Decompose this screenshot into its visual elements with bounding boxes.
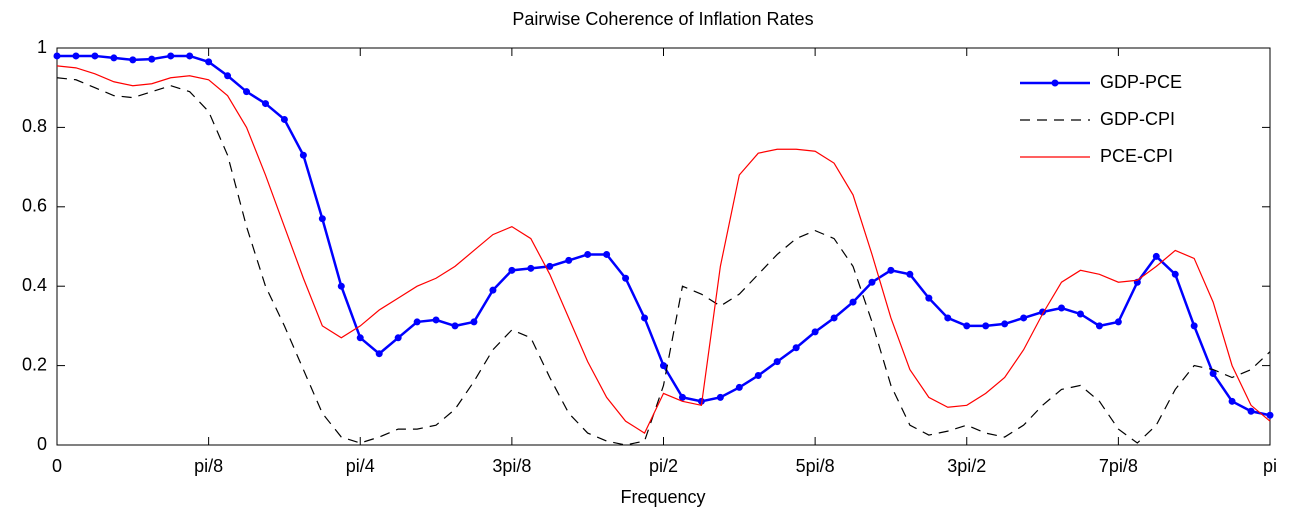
series-marker	[470, 318, 478, 326]
series-marker	[243, 88, 251, 96]
x-tick-label: 3pi/8	[492, 456, 531, 476]
series-marker	[1247, 407, 1255, 415]
series-marker	[91, 52, 99, 60]
series-marker	[1001, 320, 1009, 328]
series-marker	[811, 328, 819, 336]
legend-box	[1010, 60, 1250, 185]
series-marker	[432, 316, 440, 324]
series-marker	[508, 266, 516, 274]
series-marker	[148, 55, 156, 63]
x-tick-label: 5pi/8	[796, 456, 835, 476]
series-marker	[375, 350, 383, 358]
series-marker	[716, 393, 724, 401]
series-marker	[356, 334, 364, 342]
y-tick-label: 0.6	[22, 196, 47, 216]
series-marker	[1190, 322, 1198, 330]
series-marker	[603, 250, 611, 258]
x-tick-label: pi/2	[649, 456, 678, 476]
series-marker	[129, 56, 137, 64]
x-tick-label: 3pi/2	[947, 456, 986, 476]
y-tick-label: 0.2	[22, 354, 47, 374]
series-marker	[1209, 370, 1217, 378]
series-marker	[849, 298, 857, 306]
y-tick-label: 0	[37, 434, 47, 454]
series-marker	[565, 256, 573, 264]
series-marker	[527, 264, 535, 272]
legend-marker	[1051, 79, 1059, 87]
series-line	[56, 77, 1271, 446]
series-marker	[792, 344, 800, 352]
series-marker	[584, 250, 592, 258]
series-marker	[925, 294, 933, 302]
x-tick-label: pi/8	[194, 456, 223, 476]
series-marker	[413, 318, 421, 326]
series-marker	[337, 282, 345, 290]
series-marker	[754, 372, 762, 380]
series-marker	[660, 362, 667, 370]
series-marker	[773, 358, 781, 366]
series-marker	[280, 115, 288, 123]
series-marker	[1171, 270, 1179, 278]
series-marker	[830, 314, 838, 322]
x-axis-label: Frequency	[620, 487, 705, 507]
series-marker	[205, 58, 213, 66]
series-marker	[1095, 322, 1103, 330]
x-tick-label: 0	[52, 456, 62, 476]
series-marker	[318, 215, 326, 223]
series-marker	[982, 322, 990, 330]
series-marker	[224, 72, 232, 80]
series-marker	[299, 151, 307, 159]
legend-label: GDP-CPI	[1100, 109, 1175, 129]
series-marker	[678, 393, 686, 401]
series-marker	[887, 266, 895, 274]
series-marker	[167, 52, 175, 60]
y-tick-label: 0.4	[22, 275, 47, 295]
chart-title: Pairwise Coherence of Inflation Rates	[512, 9, 813, 29]
series-marker	[1076, 310, 1084, 318]
y-tick-label: 0.8	[22, 116, 47, 136]
series-line	[56, 65, 1271, 434]
series-marker	[1266, 411, 1274, 419]
series-marker	[53, 52, 61, 60]
x-tick-label: 7pi/8	[1099, 456, 1138, 476]
x-tick-label: pi	[1263, 456, 1277, 476]
series-marker	[963, 322, 971, 330]
series-marker	[868, 278, 876, 286]
y-tick-label: 1	[37, 37, 47, 57]
series-marker	[641, 314, 649, 322]
legend-label: GDP-PCE	[1100, 72, 1182, 92]
series-marker	[489, 286, 497, 294]
series-marker	[1114, 318, 1122, 326]
legend-label: PCE-CPI	[1100, 146, 1173, 166]
series-marker	[110, 54, 118, 62]
series-marker	[72, 52, 80, 60]
series-marker	[546, 262, 554, 270]
series-marker	[1152, 252, 1160, 260]
x-tick-label: pi/4	[346, 456, 375, 476]
series-marker	[394, 334, 402, 342]
series-marker	[451, 322, 459, 330]
series-marker	[944, 314, 952, 322]
series-marker	[261, 100, 269, 108]
series-marker	[735, 383, 743, 391]
series-marker	[1058, 304, 1066, 312]
series-marker	[1228, 397, 1236, 405]
series-marker	[1020, 314, 1028, 322]
series-marker	[186, 52, 194, 60]
series-marker	[906, 270, 914, 278]
series-marker	[622, 274, 630, 282]
